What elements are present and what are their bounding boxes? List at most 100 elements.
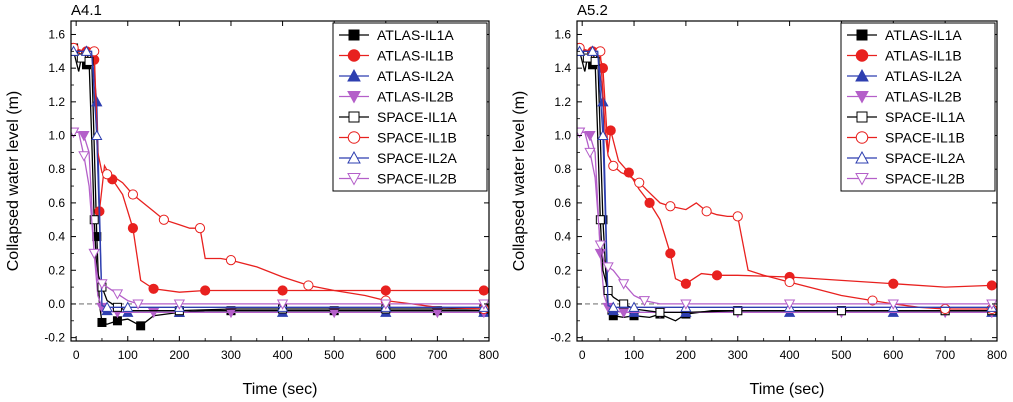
data-point	[276, 299, 289, 310]
data-point	[127, 223, 139, 234]
legend-marker	[855, 91, 869, 104]
data-point	[586, 45, 599, 56]
data-point	[618, 279, 630, 290]
data-point	[173, 299, 186, 310]
legend-item: SPACE-IL2B	[847, 171, 965, 187]
legend-item: SPACE-IL1B	[847, 130, 965, 146]
legend-marker	[348, 29, 360, 41]
y-tick-label: 1.0	[554, 129, 571, 143]
series-space-il2a	[577, 45, 997, 312]
legend-label: ATLAS-IL1B	[377, 48, 454, 64]
y-tick-label: 0.6	[48, 196, 65, 210]
y-tick-label: 0.6	[554, 196, 571, 210]
data-point	[784, 276, 795, 288]
legend-label: SPACE-IL1B	[885, 130, 965, 146]
legend-marker	[855, 68, 869, 82]
x-tick-label: 0	[73, 348, 80, 362]
y-tick-label: 0.4	[48, 230, 65, 244]
data-point	[986, 280, 997, 291]
chart-panel-1: 0 100 200 300 400 500 600 700 800 -0.2 0.0 0.2 0.4 0.…	[5, 2, 499, 398]
y-axis-title: Collapsed water level (m)	[511, 91, 528, 272]
x-axis-title: Time (sec)	[243, 381, 318, 398]
x-tick-label: 500	[324, 348, 344, 362]
data-point	[96, 279, 108, 290]
legend-item: ATLAS-IL2A	[339, 68, 454, 84]
legend-item: ATLAS-IL1A	[339, 27, 454, 43]
legend-marker	[347, 91, 361, 104]
legend-label: SPACE-IL2A	[885, 150, 966, 166]
data-point	[638, 296, 651, 307]
data-point	[380, 299, 392, 310]
legend-label: ATLAS-IL2B	[377, 89, 454, 105]
data-point	[608, 160, 619, 171]
data-point	[888, 278, 899, 289]
x-tick-label: 400	[273, 348, 293, 362]
y-tick-label: -0.2	[44, 331, 65, 345]
y-tick-label: 0.2	[554, 263, 571, 277]
y-tick-label: 0.0	[554, 297, 571, 311]
data-point	[78, 131, 90, 142]
x-tick-label: 100	[118, 348, 138, 362]
plot-frame	[576, 20, 998, 342]
legend-marker	[347, 131, 361, 144]
panel-title: A4.1	[71, 2, 102, 19]
legend-label: SPACE-IL1A	[885, 109, 966, 125]
x-tick-label: 100	[624, 348, 644, 362]
legend-label: SPACE-IL1B	[377, 130, 457, 146]
legend-label: SPACE-IL1A	[377, 109, 458, 125]
x-tick-label: 700	[427, 348, 447, 362]
legend-marker	[347, 49, 361, 62]
y-tick-label: 1.0	[48, 129, 65, 143]
series-line	[73, 131, 484, 305]
data-point	[78, 151, 90, 162]
data-point	[97, 317, 107, 327]
legend-item: ATLAS-IL2A	[847, 68, 962, 84]
data-point	[602, 262, 614, 273]
y-tick-label: 0.2	[48, 263, 65, 277]
x-tick-label: 600	[883, 348, 903, 362]
y-tick-label: 1.6	[554, 27, 571, 41]
data-point	[594, 240, 606, 251]
legend-item: ATLAS-IL1B	[847, 48, 962, 64]
legend-item: ATLAS-IL2B	[847, 89, 962, 105]
data-point	[80, 45, 93, 56]
data-point	[680, 299, 692, 310]
series-space-il2a	[71, 45, 489, 312]
legend-marker	[347, 173, 361, 186]
legend-item: SPACE-IL1A	[847, 109, 966, 125]
x-tick-label: 600	[376, 348, 396, 362]
data-point	[597, 129, 609, 141]
series-line	[73, 131, 484, 314]
y-axis-title: Collapsed water level (m)	[5, 91, 22, 272]
y-tick-label: 0.8	[554, 162, 571, 176]
legend-item: SPACE-IL2A	[339, 150, 458, 166]
legend-item: ATLAS-IL1A	[847, 27, 962, 43]
x-tick-label: 400	[780, 348, 800, 362]
legend-item: ATLAS-IL2B	[339, 89, 454, 105]
data-point	[132, 299, 144, 310]
x-tick-label: 200	[676, 348, 696, 362]
series-line	[579, 131, 992, 305]
x-tick-label: 0	[579, 348, 586, 362]
legend-marker	[856, 111, 868, 123]
y-tick-label: 1.4	[554, 61, 571, 75]
data-point	[701, 206, 712, 217]
x-tick-label: 300	[728, 348, 748, 362]
legend: ATLAS-IL1A ATLAS-IL1B ATLAS-IL2A ATLAS-IL2B…	[332, 22, 488, 192]
data-point	[867, 295, 878, 306]
series-line	[73, 47, 484, 310]
data-point	[84, 56, 94, 66]
y-tick-label: 1.2	[554, 95, 571, 109]
legend-label: ATLAS-IL2A	[377, 68, 454, 84]
data-point	[200, 285, 211, 296]
legend-label: ATLAS-IL1A	[377, 27, 454, 43]
data-point	[595, 215, 605, 225]
data-point	[644, 197, 655, 208]
plot-area	[71, 42, 489, 331]
series-space-il2b	[71, 127, 489, 310]
legend-label: SPACE-IL2A	[377, 150, 458, 166]
data-point	[605, 125, 616, 136]
legend: ATLAS-IL1A ATLAS-IL1B ATLAS-IL2A ATLAS-IL2B…	[840, 22, 996, 192]
data-point	[711, 270, 723, 281]
